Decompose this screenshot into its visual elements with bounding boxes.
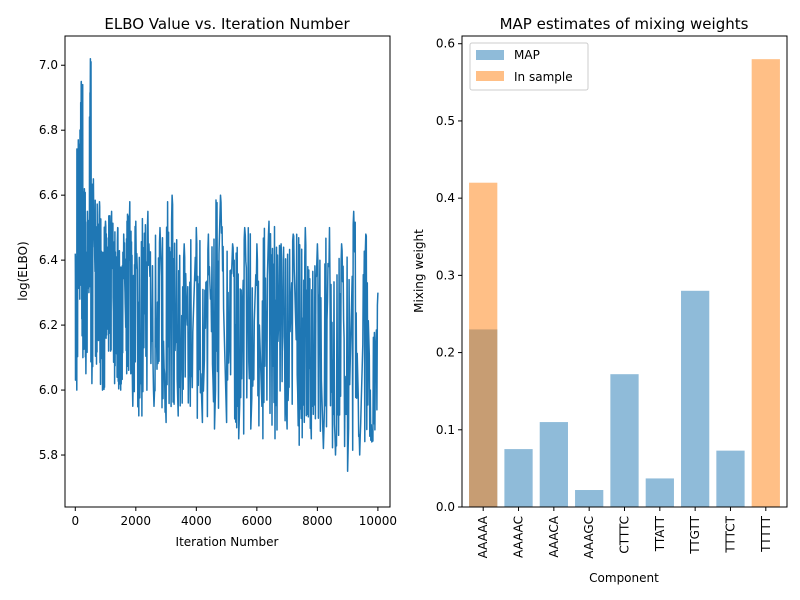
elbo-y-tick-label: 6.6: [39, 188, 58, 202]
legend-swatch-map: [476, 50, 504, 60]
component-x-tick-label: AAAAA: [476, 515, 490, 558]
elbo-x-tick-label: 8000: [302, 514, 333, 528]
mixing-weight-y-tick-label: 0.2: [436, 346, 455, 360]
elbo-x-tick-label: 4000: [181, 514, 212, 528]
elbo-series-line: [74, 57, 379, 473]
elbo-plot-frame: [64, 35, 391, 508]
legend-swatch-in-sample: [476, 71, 504, 81]
elbo-y-tick-label: 6.4: [39, 253, 58, 267]
component-x-tick-label: AAAGC: [582, 516, 596, 559]
component-x-tick-label: AAACA: [547, 515, 561, 557]
legend: MAP In sample: [469, 42, 589, 91]
mixing-weight-y-tick-label: 0.5: [436, 114, 455, 128]
component-x-tick-label: TTTCT: [723, 515, 737, 553]
bar-map-aaaca: [539, 422, 568, 507]
mixing-weight-y-tick-label: 0.3: [436, 268, 455, 282]
elbo-x-axis-label: Iteration Number: [176, 535, 279, 549]
mixing-weight-y-tick-label: 0.0: [436, 500, 455, 514]
elbo-y-tick-label: 6.8: [39, 123, 58, 137]
mixing-weights-y-axis-label: Mixing weight: [412, 229, 426, 313]
elbo-line-plot: ELBO Value vs. Iteration Number 0 2000 400…: [16, 15, 397, 549]
bar-map-ctttc: [610, 374, 639, 507]
legend-label-map: MAP: [514, 48, 540, 62]
elbo-x-tick-label: 6000: [242, 514, 273, 528]
mixing-weights-x-axis-label: Component: [589, 571, 659, 585]
component-x-tick-label: TTTTT: [759, 515, 773, 552]
component-x-tick-label: AAAAC: [512, 516, 526, 558]
bar-map-tttct: [716, 450, 745, 507]
elbo-x-tick-label: 2000: [121, 514, 152, 528]
elbo-y-axis-label: log(ELBO): [16, 241, 30, 300]
legend-label-in-sample: In sample: [514, 70, 573, 84]
elbo-y-tick-label: 6.2: [39, 318, 58, 332]
component-x-tick-label: TTATT: [653, 515, 667, 552]
elbo-x-tick-label: 10000: [359, 514, 397, 528]
elbo-x-tick-label: 0: [71, 514, 79, 528]
bar-map-aaaac: [504, 449, 533, 507]
bar-in-sample-aaaaa: [469, 182, 498, 507]
mixing-weight-y-tick-label: 0.1: [436, 423, 455, 437]
bar-map-aaagc: [575, 490, 604, 507]
mixing-weight-y-tick-label: 0.4: [436, 191, 455, 205]
elbo-plot-title: ELBO Value vs. Iteration Number: [104, 15, 350, 33]
component-x-tick-label: TTGTT: [688, 515, 702, 554]
mixing-weights-plot-title: MAP estimates of mixing weights: [500, 15, 749, 33]
mixing-weights-bar-plot: MAP estimates of mixing weights AAAAA AAA…: [412, 15, 788, 585]
bar-map-ttatt: [645, 478, 674, 507]
bar-map-ttgtt: [681, 290, 710, 507]
elbo-y-tick-label: 6.0: [39, 383, 58, 397]
elbo-y-tick-label: 5.8: [39, 448, 58, 462]
component-x-tick-label: CTTTC: [618, 516, 632, 554]
elbo-y-tick-label: 7.0: [39, 58, 58, 72]
bar-in-sample-ttttt: [751, 59, 780, 507]
mixing-weight-y-tick-label: 0.6: [436, 37, 455, 51]
